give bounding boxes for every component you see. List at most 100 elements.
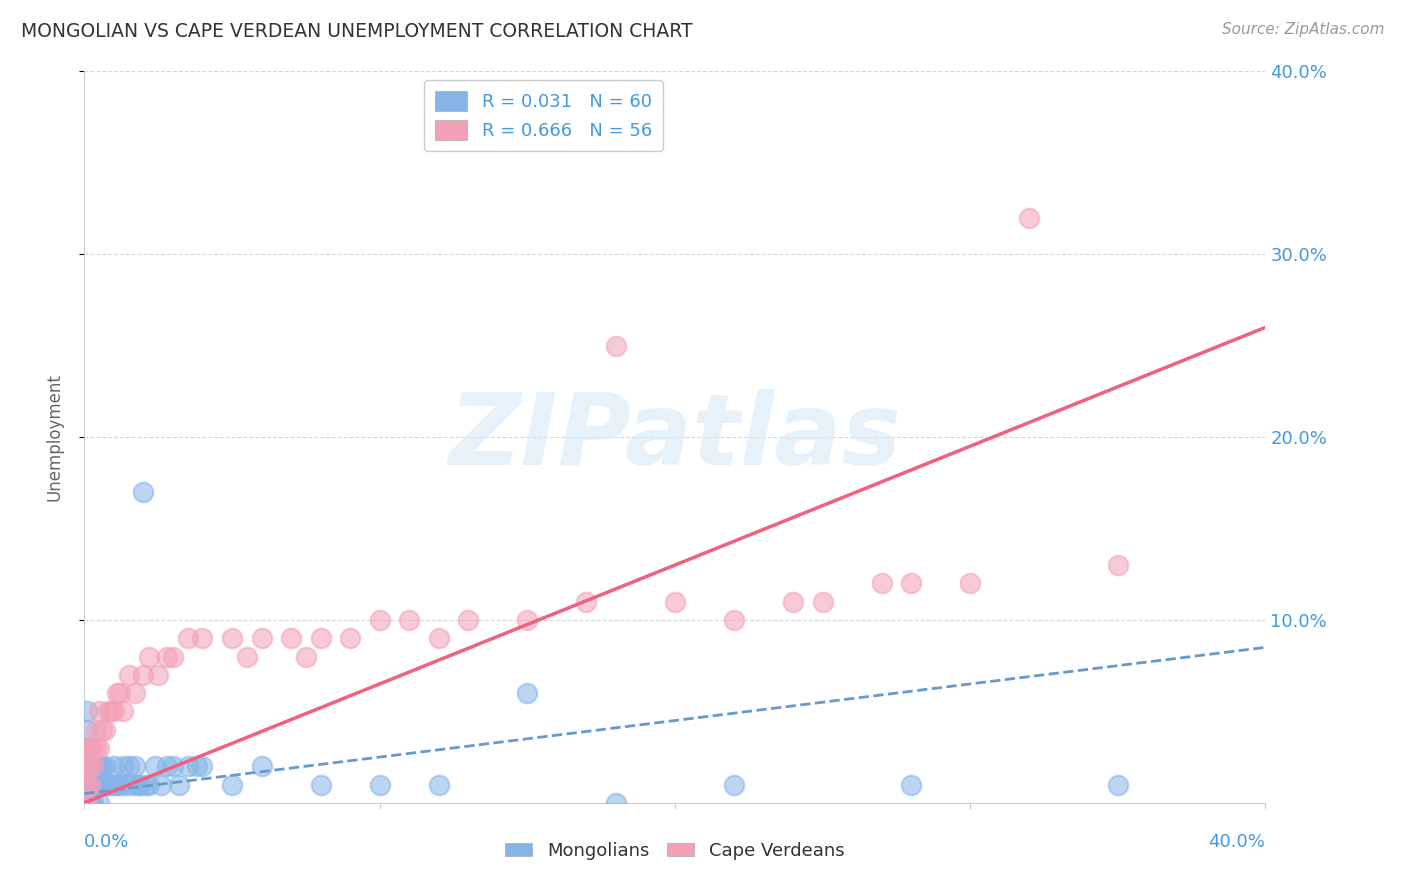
Point (76, 740, 98, 755)
Point (811, 594, 834, 608)
Point (143, 759, 166, 773)
Point (84, 723, 107, 737)
Point (76, 796, 98, 810)
Point (605, 796, 627, 810)
Point (76, 759, 98, 773)
Point (723, 613, 745, 627)
Point (73, 796, 96, 810)
Point (73, 778, 96, 792)
Point (105, 686, 128, 700)
Point (605, 338, 627, 352)
Y-axis label: Unemployment: Unemployment (45, 373, 63, 501)
Point (97, 778, 120, 792)
Point (84, 740, 107, 755)
Point (111, 705, 134, 719)
Point (162, 649, 184, 664)
Point (177, 632, 200, 646)
Point (156, 759, 179, 773)
Point (82, 796, 104, 810)
Point (79, 740, 101, 755)
Point (84, 778, 107, 792)
Point (339, 632, 361, 646)
Point (457, 613, 479, 627)
Point (221, 778, 243, 792)
Text: MONGOLIAN VS CAPE VERDEAN UNEMPLOYMENT CORRELATION CHART: MONGOLIAN VS CAPE VERDEAN UNEMPLOYMENT C… (21, 22, 693, 41)
Point (76, 740, 98, 755)
Point (148, 667, 170, 681)
Point (124, 759, 146, 773)
Point (309, 632, 332, 646)
Point (76, 796, 98, 810)
Text: 0.0%: 0.0% (84, 833, 129, 851)
Point (118, 759, 141, 773)
Text: ZIPatlas: ZIPatlas (449, 389, 901, 485)
Point (79, 796, 101, 810)
Point (118, 667, 141, 681)
Point (870, 576, 893, 591)
Point (900, 576, 922, 591)
Point (111, 759, 134, 773)
Point (103, 778, 125, 792)
Point (250, 632, 273, 646)
Point (295, 649, 318, 664)
Point (1018, 211, 1040, 225)
Point (127, 778, 149, 792)
Point (900, 778, 922, 792)
Point (91, 723, 114, 737)
Point (236, 649, 259, 664)
Point (516, 613, 538, 627)
Point (87, 705, 111, 719)
Point (79, 740, 101, 755)
Point (398, 613, 420, 627)
Point (105, 778, 128, 792)
Point (427, 778, 450, 792)
Point (121, 778, 143, 792)
Point (82, 740, 104, 755)
Point (76, 759, 98, 773)
Point (79, 759, 101, 773)
Point (150, 778, 173, 792)
Text: 40.0%: 40.0% (1209, 833, 1265, 851)
Point (76, 778, 98, 792)
Point (73, 759, 96, 773)
Point (1107, 778, 1129, 792)
Point (87, 759, 111, 773)
Point (156, 649, 179, 664)
Point (108, 686, 131, 700)
Point (162, 759, 184, 773)
Point (79, 778, 101, 792)
Point (177, 759, 200, 773)
Point (100, 778, 122, 792)
Point (516, 686, 538, 700)
Point (79, 796, 101, 810)
Point (103, 759, 125, 773)
Point (191, 632, 214, 646)
Point (280, 632, 302, 646)
Point (97, 705, 120, 719)
Point (103, 705, 125, 719)
Point (82, 759, 104, 773)
Point (94, 723, 117, 737)
Point (82, 759, 104, 773)
Point (221, 632, 243, 646)
Point (723, 778, 745, 792)
Point (79, 759, 101, 773)
Point (82, 778, 104, 792)
Point (76, 796, 98, 810)
Point (138, 778, 160, 792)
Point (959, 576, 981, 591)
Point (84, 759, 107, 773)
Point (575, 594, 598, 608)
Point (309, 778, 332, 792)
Point (135, 778, 157, 792)
Point (132, 667, 155, 681)
Point (782, 594, 804, 608)
Point (129, 778, 152, 792)
Point (191, 759, 214, 773)
Point (76, 723, 98, 737)
Point (250, 759, 273, 773)
Point (87, 778, 111, 792)
Point (167, 778, 190, 792)
Point (124, 686, 146, 700)
Point (76, 778, 98, 792)
